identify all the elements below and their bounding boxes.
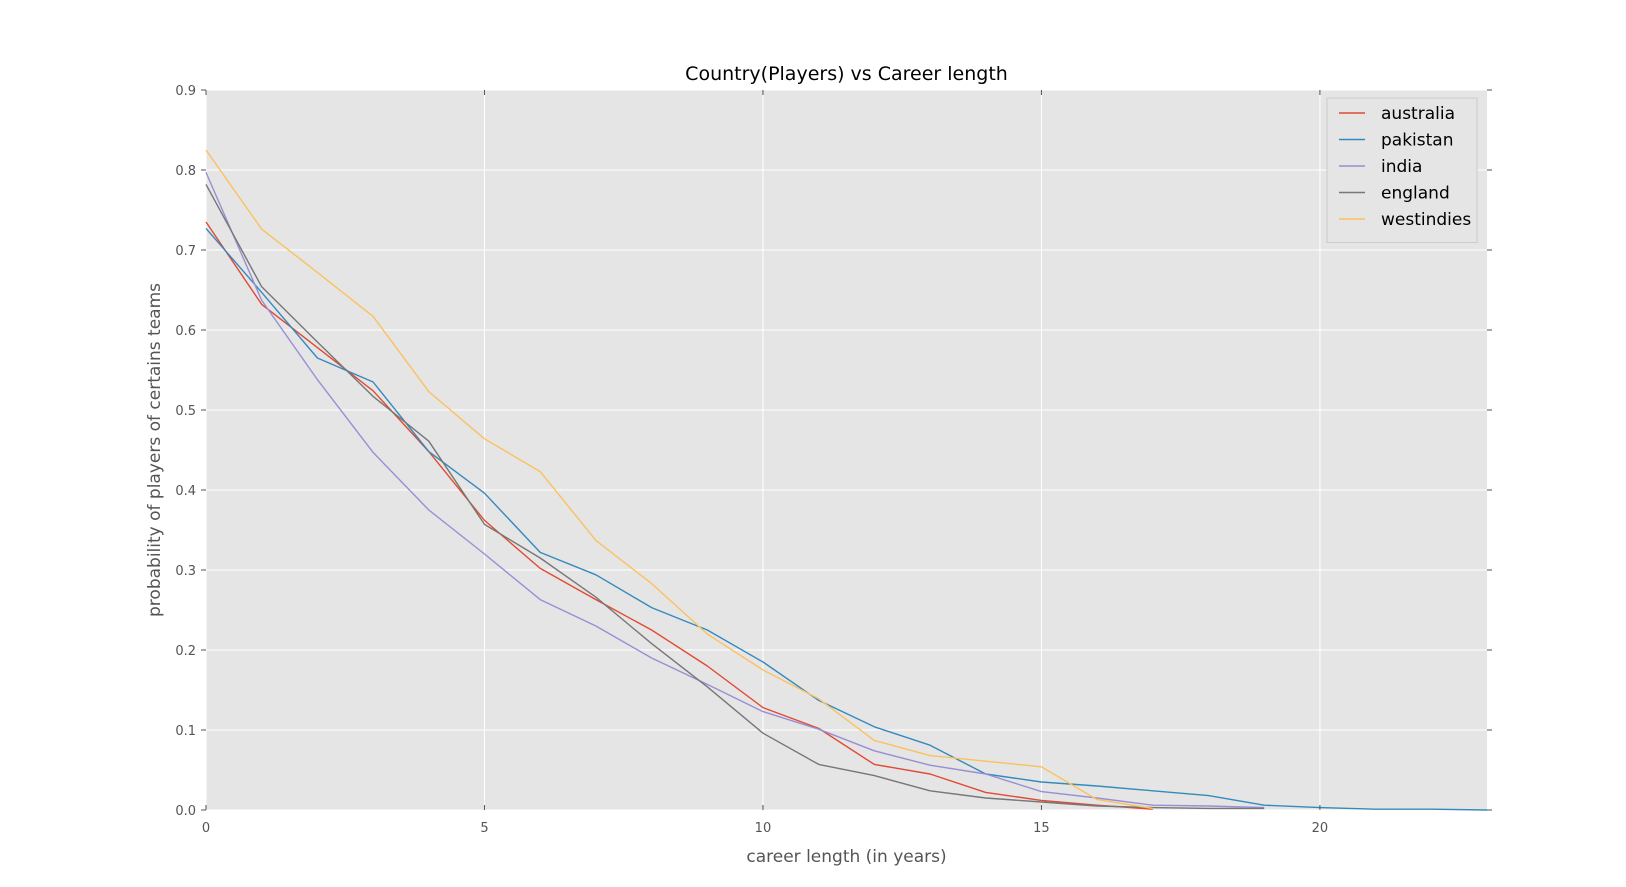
x-tick-label: 5: [480, 821, 488, 836]
gridlines: [205, 89, 1487, 811]
axes: 0 5 10 15 20 0.0 0.1 0.2 0.3 0.4 0.5 0.6 0.7 0.8 0.9: [175, 84, 1492, 836]
y-tick-label: 0.4: [175, 484, 196, 499]
x-tick-label: 20: [1312, 821, 1329, 836]
series-line-pakistan: [205, 227, 1488, 811]
series-line-england: [205, 184, 1265, 810]
y-tick-label: 0.8: [175, 164, 196, 179]
x-tick-label: 10: [755, 821, 772, 836]
plot-area: [206, 90, 1487, 810]
legend-label-india: india: [1381, 157, 1422, 177]
y-tick-label: 0.6: [175, 324, 196, 339]
x-tick-label: 0: [202, 821, 210, 836]
y-tick-label: 0.5: [175, 404, 196, 419]
legend-label-england: england: [1381, 184, 1450, 204]
y-tick-label: 0.9: [175, 84, 196, 99]
x-tick-label: 15: [1033, 821, 1050, 836]
y-axis-title: probability of players of certains teams: [145, 283, 165, 617]
series-line-westindies: [205, 149, 1153, 810]
y-tick-label: 0.0: [175, 804, 196, 819]
series-line-australia: [205, 221, 1153, 810]
y-tick-label: 0.7: [175, 244, 196, 259]
y-tick-label: 0.2: [175, 644, 196, 659]
series-lines: [205, 149, 1488, 811]
legend-label-westindies: westindies: [1381, 210, 1471, 230]
legend: australia pakistan india england westindies: [1326, 97, 1478, 243]
y-tick-label: 0.1: [175, 724, 196, 739]
series-line-india: [205, 172, 1265, 809]
legend-label-australia: australia: [1381, 104, 1455, 124]
y-tick-label: 0.3: [175, 564, 196, 579]
legend-label-pakistan: pakistan: [1381, 131, 1454, 151]
x-axis-title: career length (in years): [746, 847, 946, 867]
chart-title: Country(Players) vs Career length: [685, 63, 1008, 85]
